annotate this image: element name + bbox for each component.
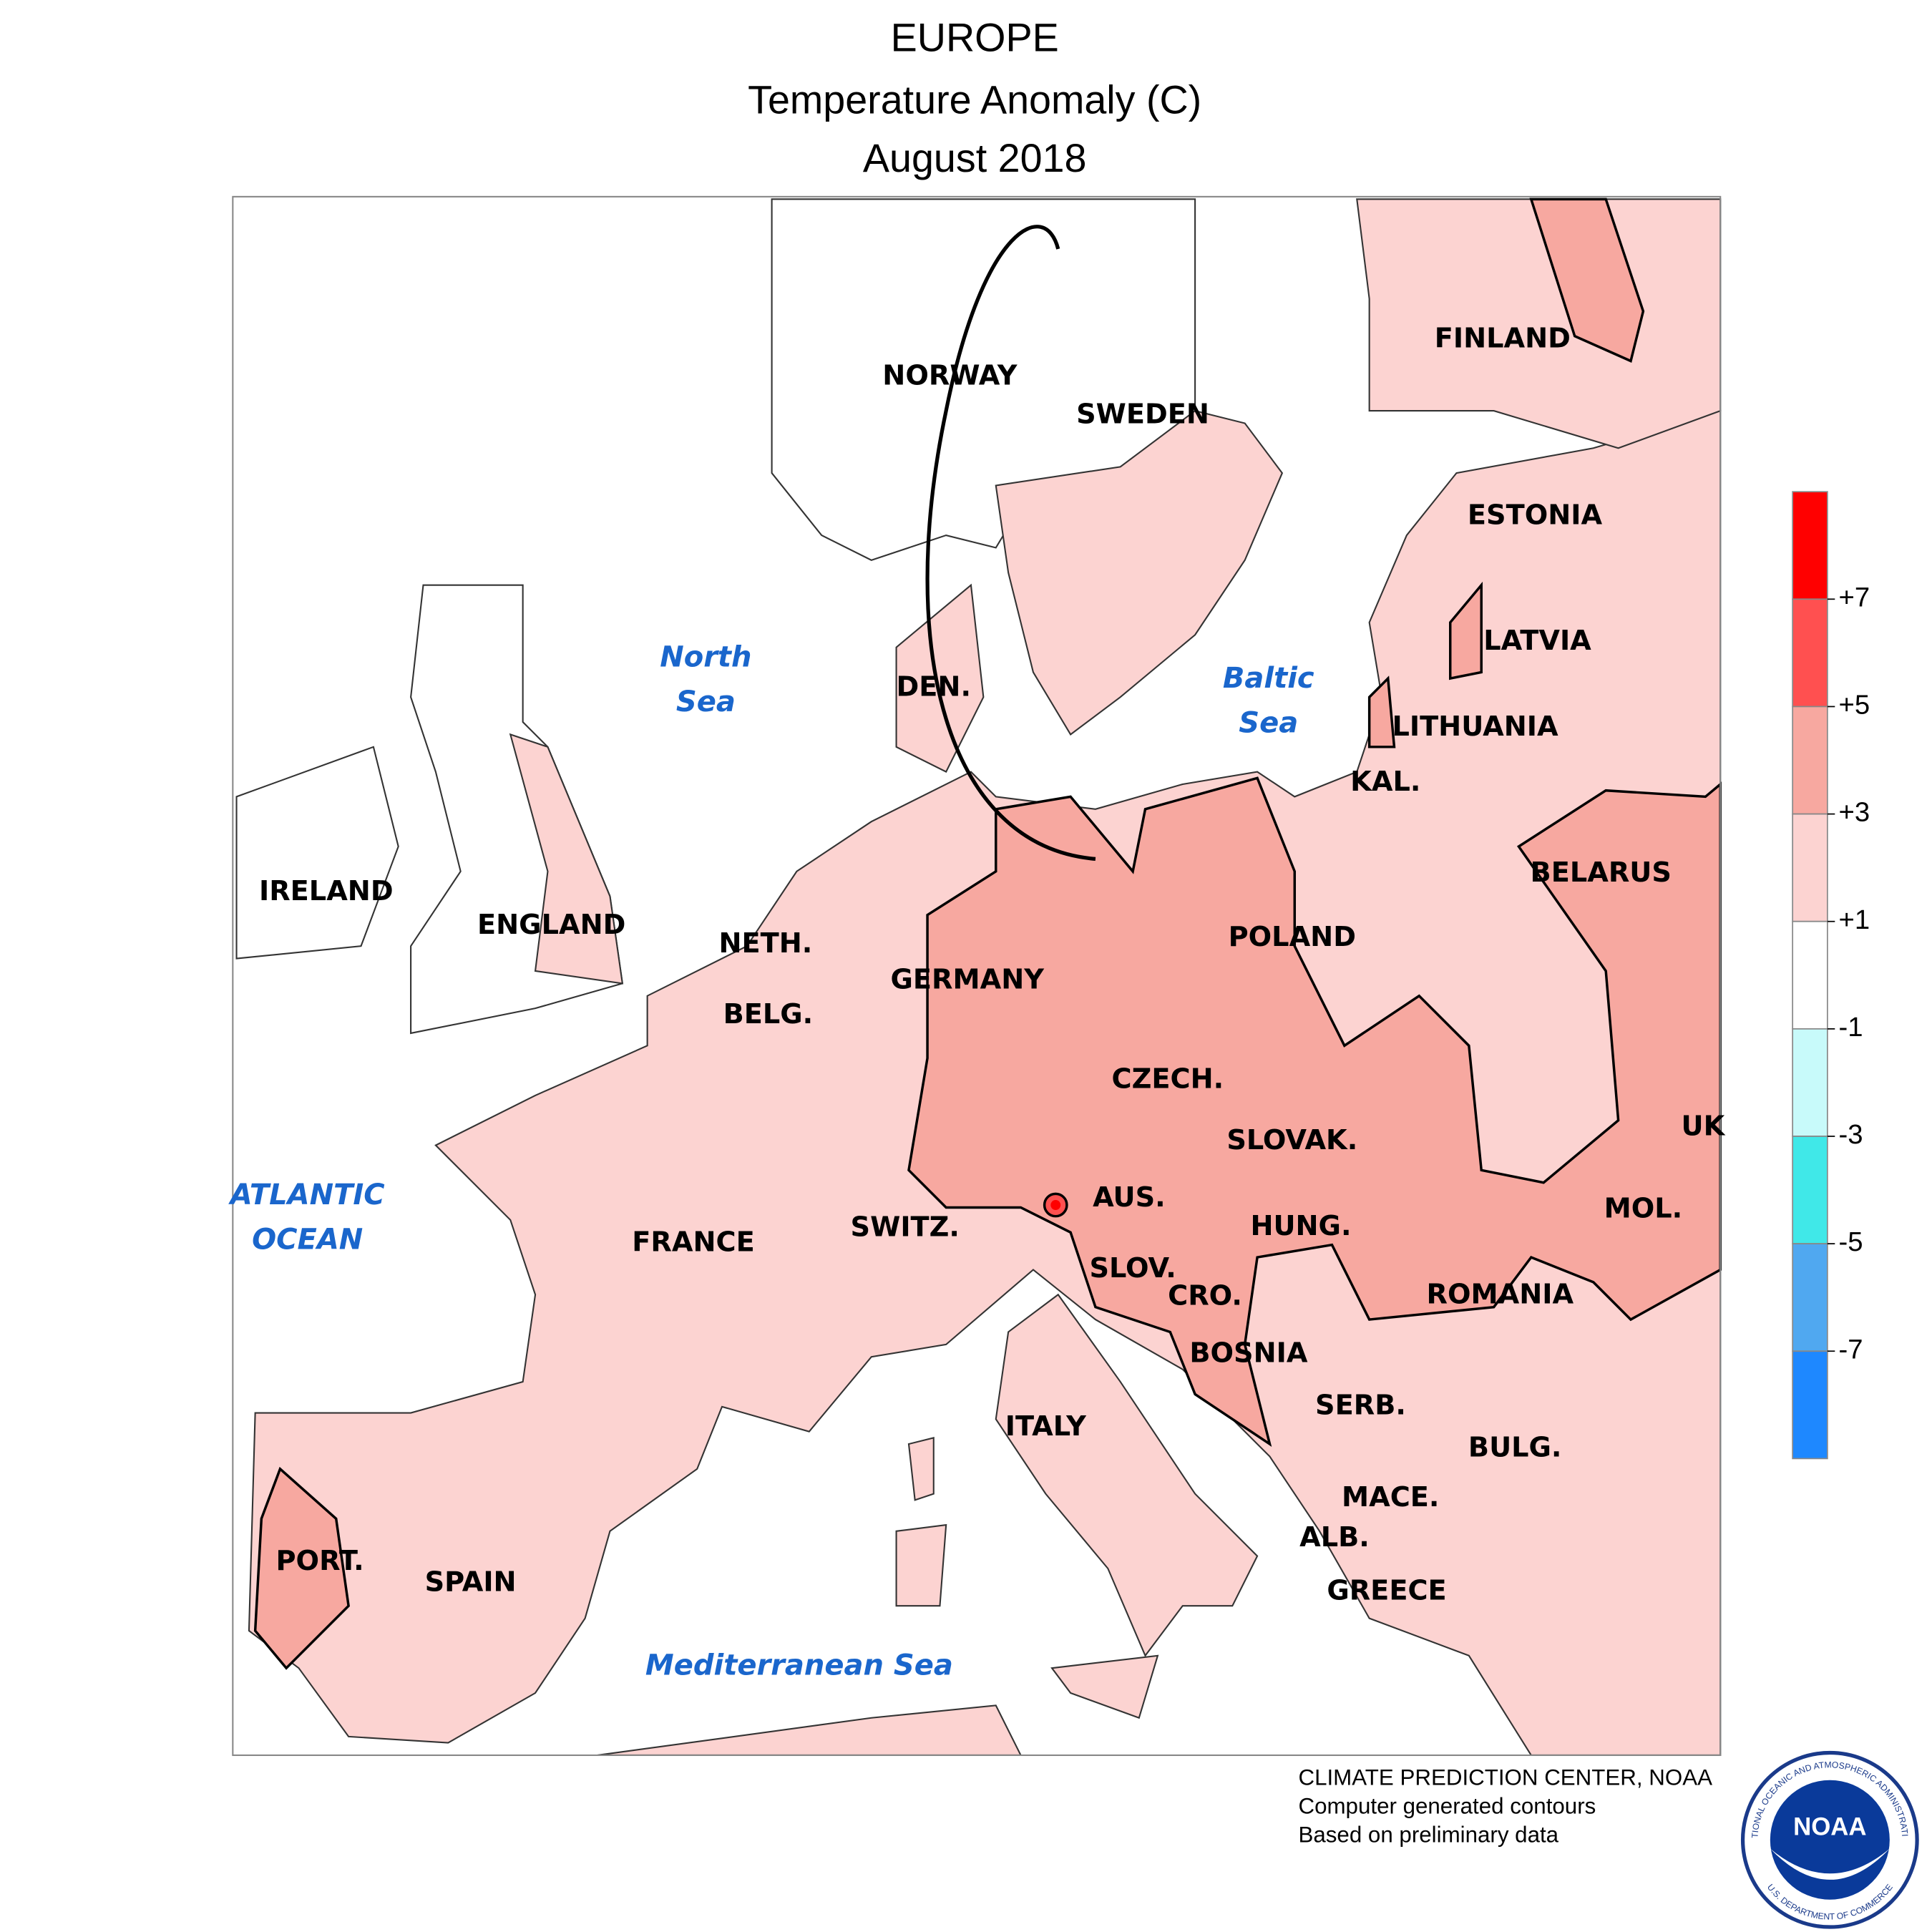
country-label: POLAND (1229, 921, 1356, 953)
country-label: BULG. (1468, 1432, 1562, 1464)
country-label: FINLAND (1435, 322, 1571, 354)
footer-line: Based on preliminary data (1298, 1823, 1558, 1848)
country-label: CZECH. (1112, 1063, 1224, 1096)
country-label: ENGLAND (477, 909, 625, 941)
sea-label: ATLANTIC (228, 1179, 385, 1211)
country-label: LATVIA (1483, 625, 1591, 657)
sea-label: Mediterranean Sea (645, 1649, 953, 1682)
country-label: SERB. (1315, 1389, 1406, 1421)
country-label: MACE. (1342, 1481, 1439, 1513)
legend-tick-label: -5 (1839, 1226, 1863, 1257)
country-label: IRELAND (259, 875, 394, 907)
logo-gull (1770, 1848, 1890, 1880)
legend-bin (1792, 706, 1828, 815)
anomaly-3-5 (253, 197, 1722, 1670)
country-label: ESTONIA (1468, 499, 1603, 531)
anomaly-7-plus (1050, 1200, 1061, 1210)
country-label: UK (1682, 1111, 1726, 1143)
map-labels: FINLAND NORWAY SWEDEN ESTONIA LATVIA LITHUANI… (228, 322, 1726, 1682)
legend-bin (1792, 813, 1828, 922)
title-variable: Temperature Anomaly (C) (748, 77, 1201, 122)
legend-bin (1792, 1028, 1828, 1137)
country-label: SWITZ. (851, 1211, 960, 1244)
country-label: ALB. (1299, 1521, 1370, 1553)
sea-label: Sea (676, 686, 736, 718)
footer-line: Computer generated contours (1298, 1794, 1596, 1819)
legend-bin (1792, 1243, 1828, 1352)
map (232, 195, 1722, 1757)
country-label: LITHUANIA (1392, 711, 1558, 743)
country-label: NETH. (718, 927, 812, 960)
country-label: KAL. (1350, 766, 1420, 798)
legend-tick-label: -7 (1839, 1334, 1863, 1365)
sea-label: Sea (1239, 707, 1298, 740)
legend-tick-label: +7 (1839, 582, 1870, 613)
country-label: GERMANY (891, 963, 1045, 995)
country-label: SLOVAK. (1226, 1124, 1357, 1156)
legend-bin (1792, 598, 1828, 708)
map-frame (232, 195, 1722, 1757)
country-label: ROMANIA (1427, 1279, 1574, 1311)
country-label: PORT. (276, 1545, 364, 1577)
sea-label: OCEAN (252, 1223, 363, 1256)
legend-tick-label: +1 (1839, 904, 1870, 935)
title-region: EUROPE (891, 15, 1059, 59)
country-label: BELG. (723, 998, 814, 1030)
country-label: GREECE (1327, 1575, 1446, 1607)
country-label: SPAIN (425, 1566, 517, 1598)
legend-tick-label: +5 (1839, 690, 1870, 721)
legend-bin (1792, 920, 1828, 1030)
title-period: August 2018 (863, 136, 1087, 180)
country-label: CRO. (1168, 1279, 1242, 1312)
logo-name: NOAA (1793, 1813, 1866, 1840)
color-legend: +7 +5 +3 +1 -1 -3 -5 -7 (1792, 491, 1870, 1460)
legend-tick-label: -3 (1839, 1119, 1863, 1150)
country-label: BOSNIA (1189, 1337, 1308, 1369)
sea-label: North (660, 640, 751, 673)
country-label: ITALY (1005, 1410, 1087, 1443)
footer-line: CLIMATE PREDICTION CENTER, NOAA (1298, 1765, 1712, 1790)
country-label: BELARUS (1531, 857, 1672, 889)
country-label: AUS. (1093, 1181, 1166, 1214)
country-label: FRANCE (632, 1226, 754, 1258)
legend-bin (1792, 491, 1828, 600)
contour (925, 225, 1096, 861)
legend-bin (1792, 1350, 1828, 1460)
country-label: DEN. (897, 671, 971, 703)
legend-tick-label: +3 (1839, 797, 1870, 828)
country-label: SLOV. (1089, 1252, 1176, 1284)
country-label: SWEDEN (1076, 399, 1209, 431)
country-label: MOL. (1604, 1192, 1683, 1224)
country-label: HUNG. (1250, 1210, 1351, 1242)
legend-tick-label: -1 (1839, 1012, 1863, 1043)
country-label: NORWAY (882, 360, 1018, 392)
sea-label: Baltic (1223, 662, 1314, 695)
legend-bin (1792, 1136, 1828, 1244)
